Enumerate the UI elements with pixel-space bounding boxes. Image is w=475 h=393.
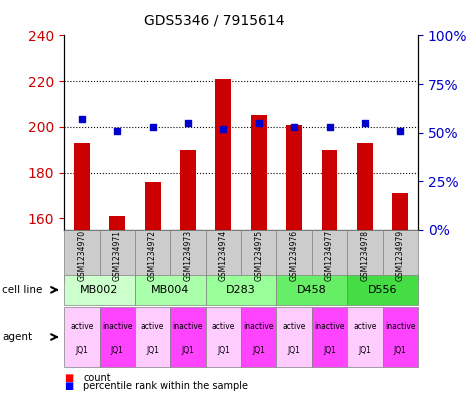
Text: GSM1234974: GSM1234974: [219, 230, 228, 281]
Text: JQ1: JQ1: [394, 346, 407, 355]
Text: GSM1234979: GSM1234979: [396, 230, 405, 281]
Text: ■: ■: [64, 381, 73, 391]
Text: JQ1: JQ1: [76, 346, 88, 355]
Text: MB002: MB002: [80, 285, 119, 295]
Bar: [357, 143, 373, 230]
Text: GSM1234977: GSM1234977: [325, 230, 334, 281]
Bar: [392, 193, 408, 230]
Text: active: active: [283, 321, 306, 331]
Text: D458: D458: [297, 285, 327, 295]
Bar: [215, 79, 231, 230]
Point: [326, 124, 333, 130]
Text: inactive: inactive: [244, 321, 274, 331]
Text: ■: ■: [64, 373, 73, 383]
Text: D283: D283: [226, 285, 256, 295]
Text: active: active: [212, 321, 235, 331]
Text: GSM1234978: GSM1234978: [361, 230, 370, 281]
Text: active: active: [353, 321, 377, 331]
Text: JQ1: JQ1: [217, 346, 230, 355]
Text: percentile rank within the sample: percentile rank within the sample: [83, 381, 248, 391]
Text: JQ1: JQ1: [181, 346, 194, 355]
Point: [397, 128, 404, 134]
Point: [184, 120, 192, 126]
Bar: [180, 150, 196, 230]
Text: GSM1234970: GSM1234970: [77, 230, 86, 281]
Text: MB004: MB004: [151, 285, 190, 295]
Text: JQ1: JQ1: [288, 346, 301, 355]
Point: [78, 116, 86, 122]
Bar: [144, 182, 161, 230]
Text: agent: agent: [2, 332, 32, 342]
Text: GSM1234976: GSM1234976: [290, 230, 299, 281]
Text: JQ1: JQ1: [252, 346, 265, 355]
Text: GDS5346 / 7915614: GDS5346 / 7915614: [143, 14, 284, 28]
Text: inactive: inactive: [385, 321, 416, 331]
Point: [361, 120, 369, 126]
Bar: [74, 143, 90, 230]
Bar: [109, 216, 125, 230]
Bar: [286, 125, 302, 230]
Text: JQ1: JQ1: [146, 346, 159, 355]
Text: inactive: inactive: [314, 321, 345, 331]
Text: count: count: [83, 373, 111, 383]
Text: JQ1: JQ1: [359, 346, 371, 355]
Text: JQ1: JQ1: [111, 346, 124, 355]
Point: [219, 126, 227, 132]
Text: cell line: cell line: [2, 285, 43, 295]
Point: [255, 120, 263, 126]
Text: inactive: inactive: [102, 321, 133, 331]
Point: [149, 124, 156, 130]
Bar: [322, 150, 338, 230]
Text: active: active: [141, 321, 164, 331]
Point: [114, 128, 121, 134]
Text: GSM1234973: GSM1234973: [183, 230, 192, 281]
Point: [290, 124, 298, 130]
Text: inactive: inactive: [173, 321, 203, 331]
Text: GSM1234975: GSM1234975: [254, 230, 263, 281]
Text: GSM1234972: GSM1234972: [148, 230, 157, 281]
Bar: [251, 116, 267, 230]
Text: GSM1234971: GSM1234971: [113, 230, 122, 281]
Text: JQ1: JQ1: [323, 346, 336, 355]
Text: D556: D556: [368, 285, 398, 295]
Text: active: active: [70, 321, 94, 331]
